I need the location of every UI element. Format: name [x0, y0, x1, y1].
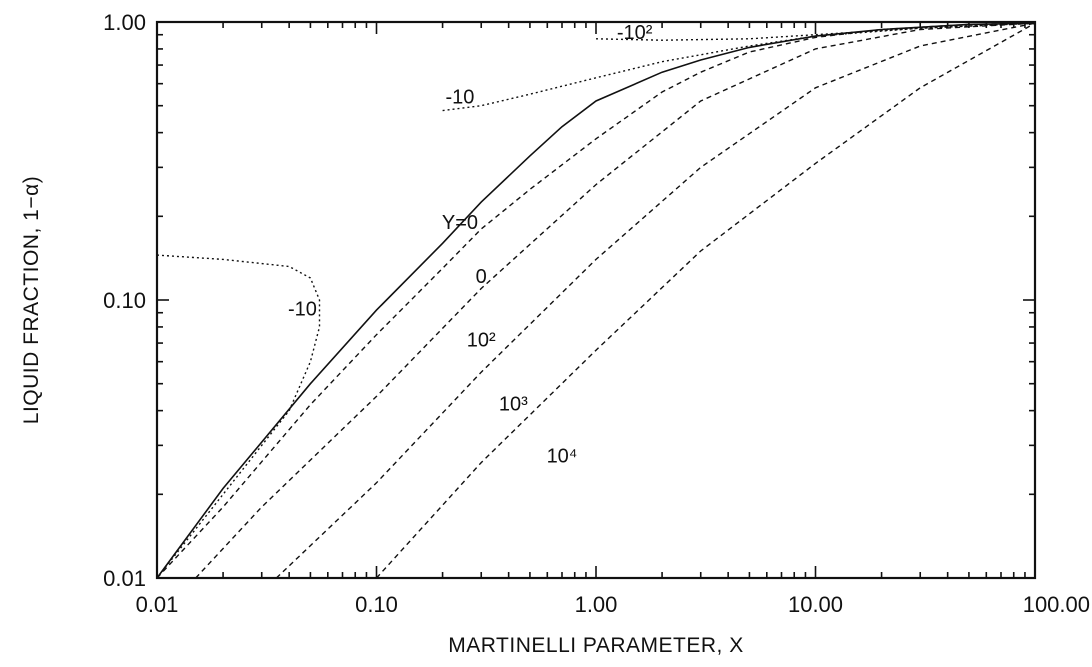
x-tick-label: 1.00 — [575, 592, 618, 617]
series-line-2 — [195, 22, 1036, 579]
x-tick-label: 100.00 — [1023, 592, 1090, 617]
x-axis-title: MARTINELLI PARAMETER, X — [448, 634, 743, 657]
curves — [156, 22, 1036, 579]
series-line-5 — [156, 254, 321, 579]
series-line-1 — [156, 22, 1036, 579]
curve-label: Y=0 — [442, 212, 478, 234]
curve-label: -10 — [446, 86, 475, 108]
x-tick-label: 0.01 — [136, 592, 179, 617]
series-line-3 — [275, 22, 1036, 579]
axis-ticks — [156, 22, 1035, 579]
y-tick-label: 0.01 — [103, 566, 146, 591]
series-line-6 — [442, 22, 1036, 112]
curve-labels: Y=0 0 -10 -10 -10² 10² 10³ 10⁴ — [288, 22, 653, 468]
y-tick-label: 0.10 — [103, 288, 146, 313]
curve-label: -10² — [617, 22, 653, 44]
y-axis-title: LIQUID FRACTION, 1−α) — [20, 176, 43, 424]
tick-labels: 0.01 0.10 1.00 10.00 100.00 0.01 0.10 1.00 — [103, 10, 1090, 617]
series-line-4 — [375, 22, 1036, 579]
x-tick-label: 0.10 — [355, 592, 398, 617]
curve-label: 10⁴ — [547, 446, 578, 468]
series-line-7 — [595, 22, 1036, 41]
y-tick-label: 1.00 — [103, 10, 146, 35]
x-tick-label: 10.00 — [788, 592, 843, 617]
curve-label: 10³ — [499, 394, 528, 416]
curve-label: 0 — [476, 266, 487, 288]
curve-label: 10² — [467, 330, 496, 352]
curve-label: -10 — [288, 298, 317, 320]
